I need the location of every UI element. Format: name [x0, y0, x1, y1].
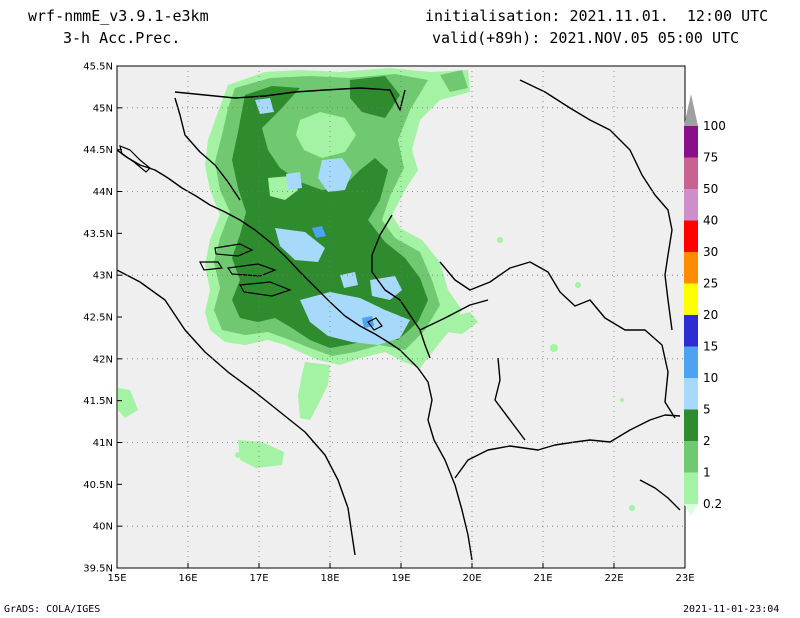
- legend-swatch: [684, 189, 698, 221]
- legend-swatch: [684, 315, 698, 347]
- legend-level-label: 15: [703, 340, 718, 354]
- lat-label: 44N: [93, 187, 113, 198]
- legend-swatch: [684, 252, 698, 284]
- legend-level-label: 75: [703, 151, 718, 165]
- lat-label: 41.5N: [83, 396, 113, 407]
- color-legend: 100 75 50 40 30 25 20 15 10 5 2 1 0.2: [684, 94, 726, 516]
- field-title: 3-h Acc.Prec.: [63, 29, 181, 47]
- legend-swatch: [684, 126, 698, 158]
- legend-bottom-arrow: [684, 504, 698, 516]
- legend-level-label: 0.2: [703, 497, 722, 511]
- legend-swatch: [684, 472, 698, 504]
- legend-level-label: 10: [703, 371, 718, 385]
- lon-label: 23E: [675, 573, 694, 584]
- init-time: initialisation: 2021.11.01. 12:00 UTC: [425, 7, 769, 25]
- legend-level-label: 2: [703, 434, 711, 448]
- lon-label: 22E: [604, 573, 623, 584]
- legend-swatch: [684, 220, 698, 252]
- legend-swatch: [684, 409, 698, 441]
- axis-labels: 45.5N 45N 44.5N 44N 43.5N 43N 42.5N 42N 41.5N 41N…: [83, 62, 694, 585]
- lat-label: 43N: [93, 271, 113, 282]
- legend-swatch: [684, 283, 698, 315]
- coastlines-borders: [116, 79, 681, 561]
- legend-level-label: 50: [703, 182, 718, 196]
- footer-right: 2021-11-01-23:04: [683, 604, 780, 615]
- legend-swatch: [684, 157, 698, 189]
- lat-label: 39.5N: [83, 564, 113, 575]
- legend-level-label: 100: [703, 119, 726, 133]
- lat-label: 42N: [93, 354, 113, 365]
- legend-swatch: [684, 378, 698, 410]
- lon-label: 19E: [391, 573, 410, 584]
- lon-label: 15E: [107, 573, 126, 584]
- legend-level-label: 30: [703, 245, 718, 259]
- lon-label: 21E: [533, 573, 552, 584]
- map-panel: [116, 65, 686, 569]
- footer-left: GrADS: COLA/IGES: [4, 604, 101, 615]
- lat-label: 41N: [93, 438, 113, 449]
- lat-label: 45.5N: [83, 62, 113, 73]
- legend-arrow: [684, 94, 698, 126]
- islands: [119, 145, 383, 331]
- legend-swatch: [684, 346, 698, 378]
- grid-lines: [117, 66, 685, 568]
- lon-label: 16E: [178, 573, 197, 584]
- lon-label: 18E: [320, 573, 339, 584]
- legend-level-label: 25: [703, 277, 718, 291]
- lat-label: 44.5N: [83, 145, 113, 156]
- legend-level-label: 20: [703, 308, 718, 322]
- legend-level-label: 40: [703, 214, 718, 228]
- lon-label: 17E: [249, 573, 268, 584]
- lat-label: 43.5N: [83, 229, 113, 240]
- valid-time: valid(+89h): 2021.NOV.05 05:00 UTC: [432, 29, 740, 47]
- precip-interior-light: [268, 112, 356, 200]
- legend-level-label: 1: [703, 466, 711, 480]
- lat-label: 40.5N: [83, 480, 113, 491]
- lat-label: 42.5N: [83, 313, 113, 324]
- lon-label: 20E: [462, 573, 481, 584]
- lat-label: 45N: [93, 103, 113, 114]
- legend-level-label: 5: [703, 403, 711, 417]
- lat-label: 40N: [93, 522, 113, 533]
- legend-swatch: [684, 441, 698, 473]
- model-title: wrf-nmmE_v3.9.1-e3km: [28, 7, 209, 25]
- precip-light-blue: [255, 98, 410, 345]
